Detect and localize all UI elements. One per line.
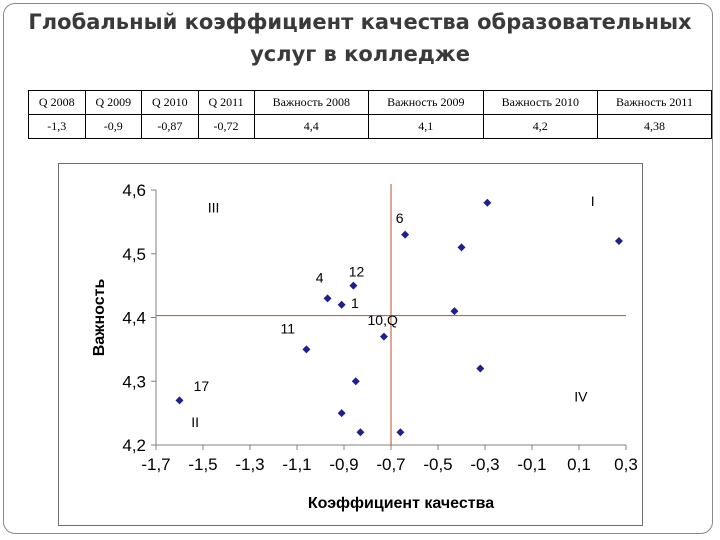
table-header-cell: Q 2011	[197, 90, 255, 115]
point-label: 11	[281, 320, 296, 336]
page-title: Глобальный коэффициент качества образова…	[0, 6, 720, 70]
x-tick-label: 0,3	[614, 455, 638, 474]
y-tick-label: 4,3	[122, 372, 146, 391]
data-table: Q 2008 Q 2009 Q 2010 Q 2011 Важность 200…	[28, 90, 712, 139]
data-point	[476, 364, 485, 373]
table-cell: 4,1	[368, 114, 484, 139]
y-tick-label: 4,2	[122, 436, 146, 455]
table-header-cell: Q 2008	[28, 90, 86, 115]
y-tick-label: 4,6	[122, 181, 146, 200]
x-tick-label: -0,9	[329, 455, 358, 474]
table-row: -1,3 -0,9 -0,87 -0,72 4,4 4,1 4,2 4,38	[28, 114, 712, 139]
table-header-cell: Важность 2011	[597, 90, 712, 115]
x-tick-label: -0,5	[423, 455, 452, 474]
x-tick-label: -0,3	[470, 455, 499, 474]
data-point	[379, 332, 388, 341]
table-header-cell: Q 2010	[141, 90, 199, 115]
point-label: 12	[349, 264, 365, 280]
data-point	[450, 307, 459, 316]
table-cell: -0,72	[197, 114, 255, 139]
point-label: II	[191, 414, 199, 430]
y-axis-title: Важность	[91, 279, 108, 357]
data-point	[356, 428, 365, 437]
y-tick-label: 4,5	[122, 245, 146, 264]
point-label: III	[208, 199, 220, 215]
x-tick-label: -0,7	[376, 455, 405, 474]
table-header-row: Q 2008 Q 2009 Q 2010 Q 2011 Важность 200…	[28, 90, 712, 115]
data-point	[483, 198, 492, 207]
data-point	[302, 345, 311, 354]
point-label: 1	[351, 295, 359, 311]
slide-frame	[3, 3, 713, 534]
point-label: I	[591, 193, 595, 209]
table-header-cell: Важность 2010	[482, 90, 599, 115]
scatter-plot: 4,24,34,44,54,6-1,7 -1,5 -1,3 -1,1 -0,9 -0,7-…	[91, 181, 638, 512]
table-cell: 4,4	[253, 114, 370, 139]
chart-area: 4,2 4,3 4,4 4,5 4,6 -1,7 -1,5 -1,3 -1,1 -0,9 -0,7-…	[58, 163, 643, 526]
table-cell: -0,9	[84, 114, 143, 139]
data-point	[337, 409, 346, 418]
table-header-cell: Важность 2009	[368, 90, 484, 115]
point-label: 17	[194, 378, 210, 394]
point-label: 6	[396, 210, 404, 226]
title-line-2: услуг в колледже	[250, 42, 470, 66]
y-tick-label: 4,4	[122, 309, 146, 328]
x-tick-label: -1,1	[282, 455, 311, 474]
point-label: 10,Q	[368, 312, 398, 328]
x-tick-label: -1,5	[188, 455, 217, 474]
data-point	[323, 294, 332, 303]
data-point	[351, 377, 360, 386]
data-point	[396, 428, 405, 437]
point-label: 4	[316, 269, 324, 285]
x-tick-label: 0,1	[567, 455, 591, 474]
table-cell: 4,38	[597, 114, 712, 139]
data-point	[337, 300, 346, 309]
table-cell: -1,3	[28, 114, 86, 139]
table-header-cell: Важность 2008	[253, 90, 370, 115]
x-tick-label: -0,1	[517, 455, 546, 474]
data-point	[349, 281, 358, 290]
x-tick-label: -1,3	[235, 455, 264, 474]
table-header-cell: Q 2009	[84, 90, 143, 115]
table-cell: -0,87	[141, 114, 199, 139]
data-point	[401, 230, 410, 239]
data-point	[175, 396, 184, 405]
x-tick-label: -1,7	[141, 455, 170, 474]
table-cell: 4,2	[482, 114, 599, 139]
point-label: IV	[574, 389, 588, 405]
title-line-1: Глобальный коэффициент качества образова…	[28, 10, 692, 34]
x-axis-title: Коэффициент качества	[308, 495, 494, 512]
data-point	[457, 243, 466, 252]
data-point	[614, 237, 623, 245]
